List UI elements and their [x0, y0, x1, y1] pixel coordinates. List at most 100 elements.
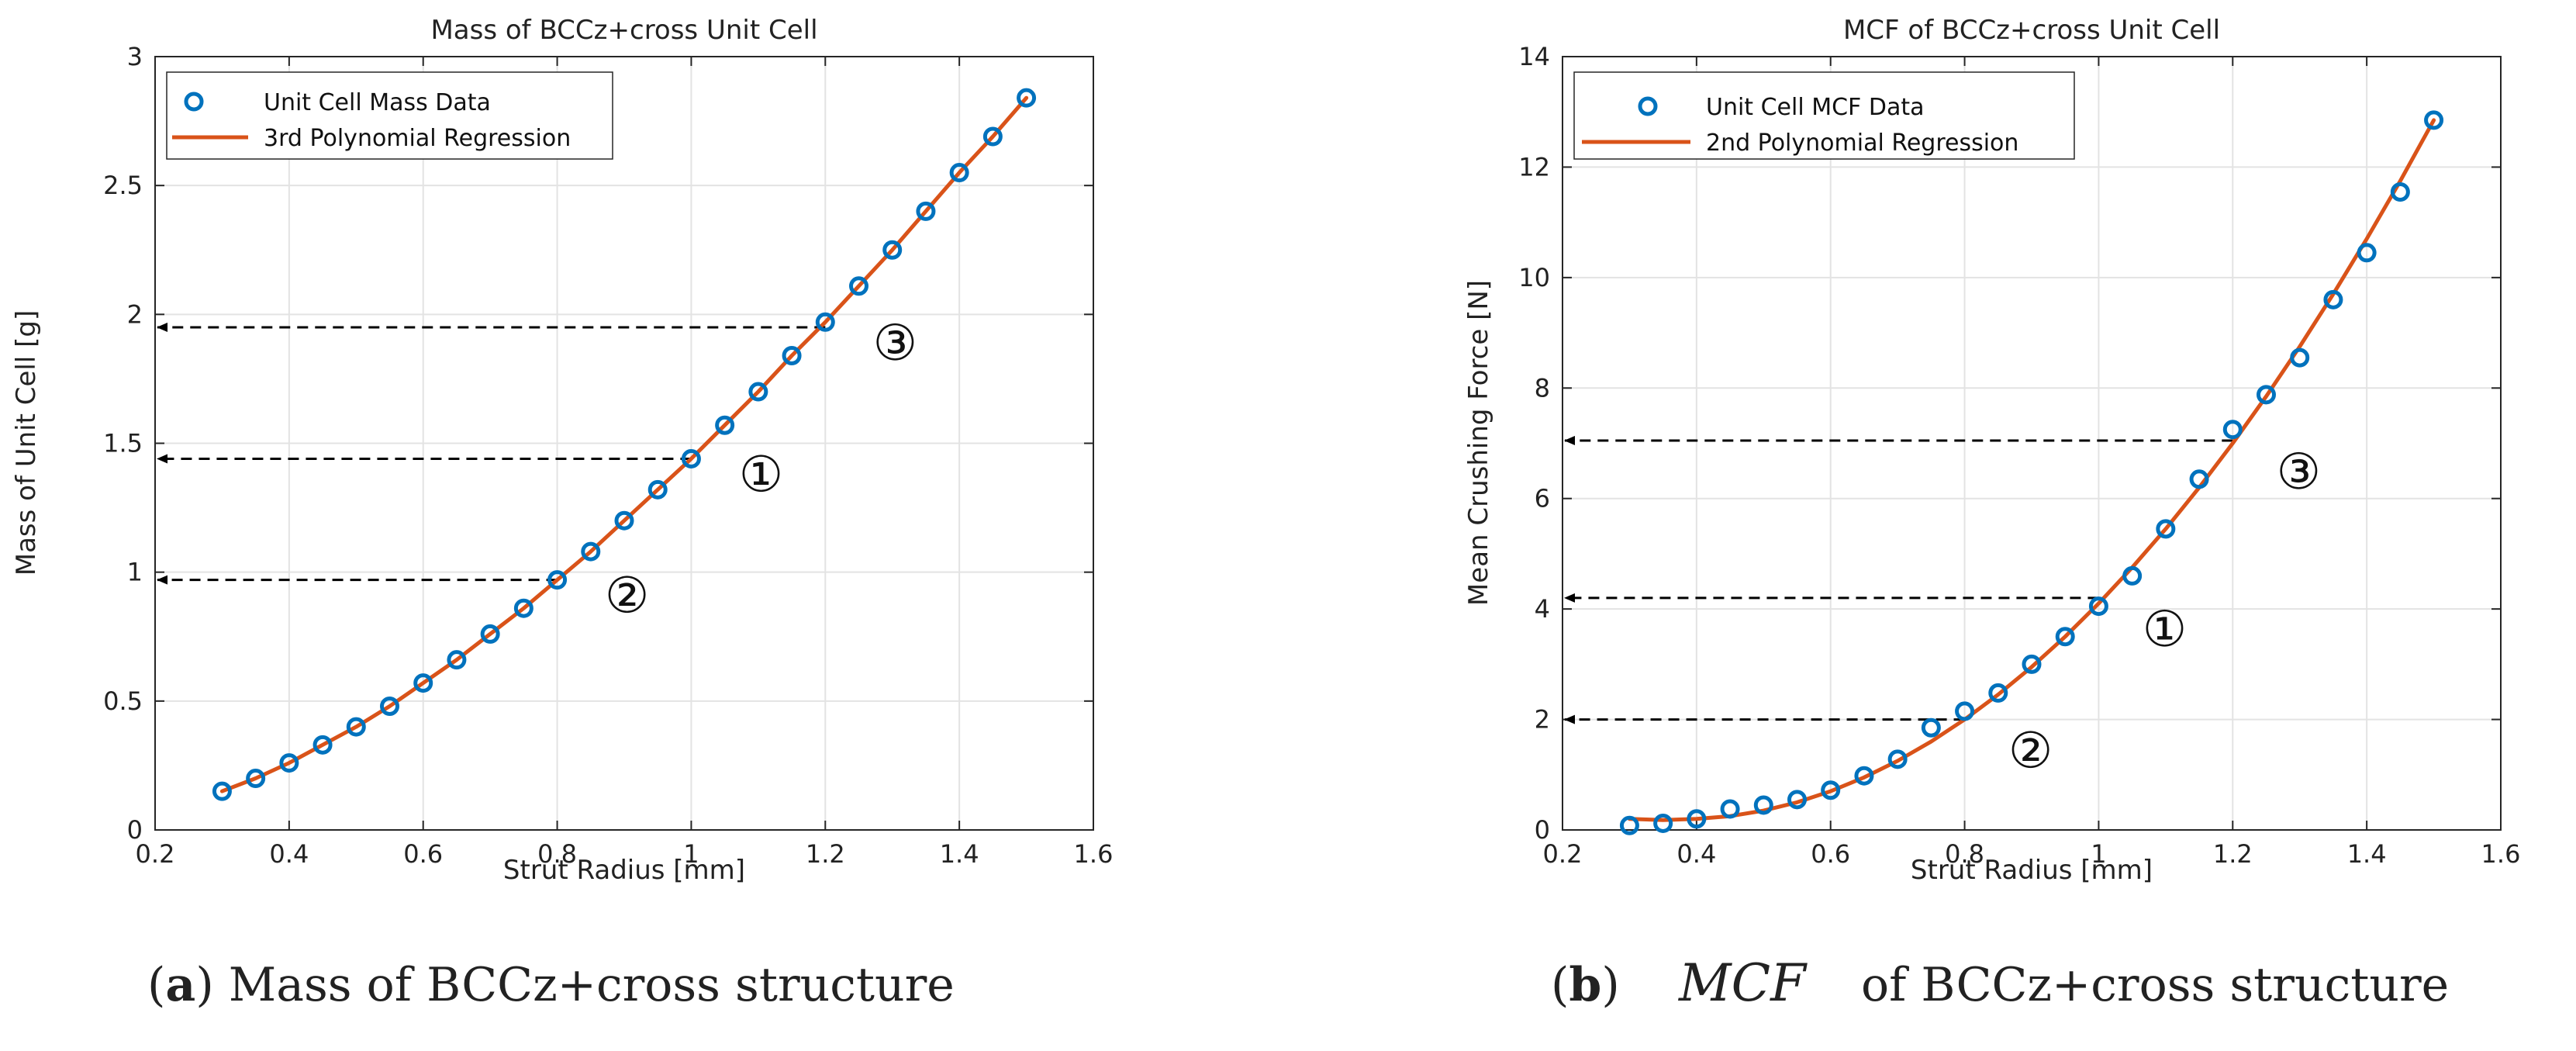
- chart-mcf-annotation-label: ③: [2277, 444, 2321, 501]
- chart-mass-data-point: [815, 312, 835, 332]
- chart-mcf-legend-label-data: Unit Cell MCF Data: [1706, 94, 1924, 121]
- chart-mcf-xtick-label: 1.4: [2347, 839, 2387, 869]
- chart-mass-ticks: 0.2 0.4 0.6 0.8 1 1.2 1.4 1.6 0 0.5 1 1.5 2 2.5 3: [103, 42, 1113, 869]
- chart-mcf-data-point: [1988, 683, 2008, 703]
- chart-mass-data-point: [882, 240, 903, 260]
- chart-mcf-annotation-label: ②: [2008, 723, 2053, 780]
- chart-mcf-data-point: [2022, 654, 2042, 674]
- chart-mass-xtick-label: 1.4: [940, 839, 979, 869]
- chart-mass-legend: Unit Cell Mass Data 3rd Polynomial Regre…: [166, 71, 613, 160]
- chart-mcf-ytick-label: 12: [1518, 152, 1550, 182]
- chart-mcf-legend-label-regression: 2nd Polynomial Regression: [1706, 130, 2018, 157]
- chart-mass-xtick-label: 1.2: [806, 839, 845, 869]
- chart-mcf: 0.2 0.4 0.6 0.8 1 1.2 1.4 1.6 0 2 4 6 8 10 12 14 ① ② ③ MC…: [1463, 15, 2520, 886]
- chart-mass-data-point: [547, 570, 568, 590]
- chart-mass-ylabel: Mass of Unit Cell [g]: [11, 310, 42, 576]
- chart-mcf-title: MCF of BCCz+cross Unit Cell: [1843, 15, 2220, 46]
- chart-mass-data-point: [279, 753, 299, 773]
- chart-mcf-ytick-label: 10: [1518, 263, 1550, 292]
- chart-mass-data-point: [782, 346, 802, 366]
- chart-mass-ytick-label: 2.5: [103, 171, 143, 200]
- chart-mcf-data-point: [2088, 596, 2108, 617]
- chart-mcf-regression-polyline: [1627, 118, 2436, 822]
- chart-mass-data-point: [246, 769, 266, 789]
- chart-mcf-data-point: [2390, 182, 2410, 202]
- chart-mass-markers: [212, 88, 1037, 801]
- chart-mass-data-point: [380, 696, 399, 716]
- chart-mass-data-point: [681, 448, 701, 468]
- chart-mcf-annotations: ① ② ③: [2008, 444, 2321, 780]
- chart-mass-ytick-label: 3: [127, 42, 143, 71]
- chart-mcf-xtick-label: 0.8: [1945, 839, 1984, 869]
- chart-mass-legend-label-data: Unit Cell Mass Data: [264, 89, 491, 116]
- chart-mass-regression-polyline: [219, 95, 1029, 793]
- chart-mass-data-point: [480, 624, 500, 644]
- chart-mcf-xlabel: Strut Radius [mm]: [1911, 855, 2153, 886]
- chart-mass-data-point: [982, 126, 1003, 147]
- chart-mass-legend-label-regression: 3rd Polynomial Regression: [264, 125, 571, 152]
- chart-mass-data-point: [715, 415, 735, 435]
- chart-mcf-data-point: [1887, 749, 1908, 769]
- chart-mass-xtick-label: 0.2: [136, 839, 175, 869]
- chart-mass-annotation-label: ③: [873, 315, 917, 372]
- chart-mass-ytick-label: 1.5: [103, 429, 143, 458]
- chart-mcf-grid: [1563, 57, 2501, 830]
- chart-mass-xtick-label: 1.6: [1074, 839, 1114, 869]
- chart-mass-data-point: [748, 382, 768, 402]
- chart-mcf-legend: Unit Cell MCF Data 2nd Polynomial Regres…: [1573, 71, 2075, 160]
- chart-mcf-data-point: [2189, 469, 2209, 489]
- chart-mass-data-point: [313, 735, 333, 755]
- chart-mass-grid: [155, 57, 1093, 830]
- chart-mass-annotation-label: ②: [605, 568, 649, 625]
- chart-mcf-data-point: [1720, 799, 1740, 819]
- chart-mcf-data-point: [2122, 565, 2143, 586]
- chart-mcf-ytick-label: 0: [1535, 815, 1550, 845]
- chart-mcf-data-point: [1821, 780, 1841, 800]
- chart-mcf-data-point: [2222, 420, 2243, 440]
- chart-mass-ytick-label: 0.5: [103, 686, 143, 716]
- chart-mass-data-point: [647, 479, 668, 500]
- chart-mcf-data-point: [1955, 701, 1975, 721]
- chart-mcf-data-point: [1619, 815, 1639, 835]
- chart-mcf-annotation-label: ①: [2143, 601, 2187, 659]
- chart-mass-data-point: [513, 598, 534, 618]
- chart-mcf-data-point: [2055, 627, 2075, 647]
- chart-mcf-xtick-label: 1.6: [2481, 839, 2521, 869]
- chart-mass-data-point: [916, 201, 936, 221]
- chart-mass-xtick-label: 0.6: [403, 839, 443, 869]
- chart-mass-ytick-label: 2: [127, 299, 143, 329]
- chart-mcf-ticks: 0.2 0.4 0.6 0.8 1 1.2 1.4 1.6 0 2 4 6 8 10 12 14: [1518, 42, 2520, 869]
- legend-marker-icon: [1638, 96, 1658, 116]
- caption-b-text: of BCCz+cross structure: [1861, 958, 2449, 1012]
- chart-mcf-xtick-label: 0.4: [1676, 839, 1716, 869]
- chart-mass-annotations: ① ② ③: [605, 315, 917, 625]
- chart-mass-legend-box: [166, 71, 613, 160]
- chart-mcf-xtick-label: 1.2: [2213, 839, 2253, 869]
- chart-mass-xtick-label: 0.8: [537, 839, 577, 869]
- chart-mcf-legend-box: [1573, 71, 2075, 160]
- chart-mcf-xtick-label: 0.2: [1543, 839, 1583, 869]
- chart-mass-data-point: [1017, 88, 1037, 108]
- chart-mcf-data-point: [1687, 809, 1707, 829]
- chart-mass-xtick-label: 0.4: [269, 839, 309, 869]
- chart-mcf-ylabel: Mean Crushing Force [N]: [1463, 280, 1494, 606]
- chart-mass-data-point: [849, 276, 868, 296]
- chart-mass-arrows: [157, 322, 826, 585]
- chart-mass-ytick-label: 0: [127, 815, 143, 845]
- chart-mcf-markers: [1619, 110, 2444, 835]
- chart-mass-annotation-label: ①: [739, 446, 783, 503]
- chart-mcf-ytick-label: 6: [1535, 484, 1550, 513]
- chart-mass: 0.2 0.4 0.6 0.8 1 1.2 1.4 1.600.511.522.53 ①②③ …: [11, 15, 1113, 886]
- chart-mcf-ytick-label: 8: [1535, 373, 1550, 403]
- chart-mass-regression-line: [219, 95, 1029, 793]
- chart-mcf-ytick-label: 14: [1518, 42, 1550, 71]
- chart-mcf-data-point: [1854, 766, 1874, 786]
- chart-mcf-plot-frame: [1562, 56, 2502, 831]
- chart-mass-data-point: [212, 781, 232, 801]
- chart-mcf-arrows: [1564, 435, 2233, 724]
- chart-mass-data-point: [346, 717, 366, 737]
- chart-mcf-data-point: [2290, 347, 2310, 368]
- chart-mass-data-point: [413, 673, 433, 693]
- chart-mcf-data-point: [1753, 795, 1773, 815]
- chart-mcf-data-point: [2424, 110, 2444, 130]
